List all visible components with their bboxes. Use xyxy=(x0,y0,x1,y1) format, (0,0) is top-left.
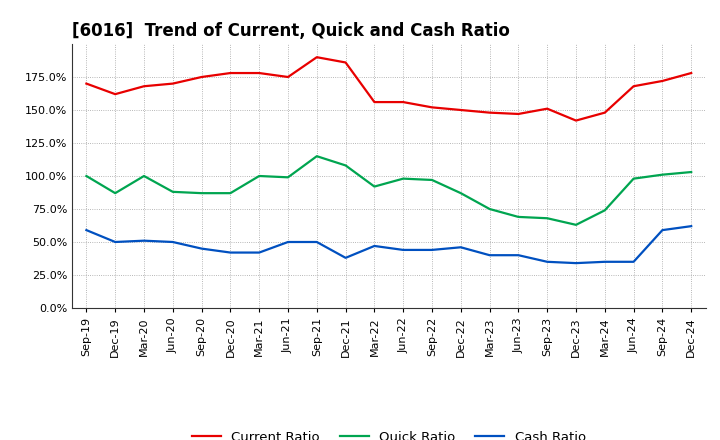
Current Ratio xyxy=(485,110,494,115)
Quick Ratio xyxy=(572,222,580,227)
Cash Ratio xyxy=(658,227,667,233)
Current Ratio xyxy=(140,84,148,89)
Current Ratio xyxy=(226,70,235,76)
Current Ratio xyxy=(82,81,91,86)
Cash Ratio xyxy=(197,246,206,251)
Current Ratio xyxy=(428,105,436,110)
Line: Quick Ratio: Quick Ratio xyxy=(86,156,691,225)
Cash Ratio xyxy=(572,260,580,266)
Current Ratio xyxy=(399,99,408,105)
Quick Ratio xyxy=(284,175,292,180)
Cash Ratio xyxy=(485,253,494,258)
Cash Ratio xyxy=(629,259,638,264)
Current Ratio xyxy=(658,78,667,84)
Quick Ratio xyxy=(255,173,264,179)
Current Ratio xyxy=(687,70,696,76)
Quick Ratio xyxy=(399,176,408,181)
Quick Ratio xyxy=(629,176,638,181)
Quick Ratio xyxy=(543,216,552,221)
Quick Ratio xyxy=(312,154,321,159)
Cash Ratio xyxy=(140,238,148,243)
Quick Ratio xyxy=(370,184,379,189)
Cash Ratio xyxy=(111,239,120,245)
Cash Ratio xyxy=(370,243,379,249)
Current Ratio xyxy=(168,81,177,86)
Quick Ratio xyxy=(456,191,465,196)
Quick Ratio xyxy=(600,208,609,213)
Cash Ratio xyxy=(600,259,609,264)
Quick Ratio xyxy=(687,169,696,175)
Current Ratio xyxy=(572,118,580,123)
Current Ratio xyxy=(284,74,292,80)
Cash Ratio xyxy=(687,224,696,229)
Current Ratio xyxy=(370,99,379,105)
Cash Ratio xyxy=(514,253,523,258)
Current Ratio xyxy=(197,74,206,80)
Cash Ratio xyxy=(428,247,436,253)
Quick Ratio xyxy=(197,191,206,196)
Cash Ratio xyxy=(255,250,264,255)
Cash Ratio xyxy=(543,259,552,264)
Current Ratio xyxy=(111,92,120,97)
Quick Ratio xyxy=(428,177,436,183)
Cash Ratio xyxy=(399,247,408,253)
Current Ratio xyxy=(312,55,321,60)
Cash Ratio xyxy=(456,245,465,250)
Current Ratio xyxy=(514,111,523,117)
Legend: Current Ratio, Quick Ratio, Cash Ratio: Current Ratio, Quick Ratio, Cash Ratio xyxy=(186,425,591,440)
Cash Ratio xyxy=(168,239,177,245)
Current Ratio xyxy=(629,84,638,89)
Text: [6016]  Trend of Current, Quick and Cash Ratio: [6016] Trend of Current, Quick and Cash … xyxy=(72,22,510,40)
Quick Ratio xyxy=(140,173,148,179)
Current Ratio xyxy=(456,107,465,113)
Current Ratio xyxy=(600,110,609,115)
Line: Current Ratio: Current Ratio xyxy=(86,57,691,121)
Cash Ratio xyxy=(312,239,321,245)
Quick Ratio xyxy=(82,173,91,179)
Cash Ratio xyxy=(82,227,91,233)
Cash Ratio xyxy=(226,250,235,255)
Quick Ratio xyxy=(111,191,120,196)
Quick Ratio xyxy=(514,214,523,220)
Current Ratio xyxy=(543,106,552,111)
Quick Ratio xyxy=(485,206,494,212)
Cash Ratio xyxy=(284,239,292,245)
Cash Ratio xyxy=(341,255,350,260)
Quick Ratio xyxy=(226,191,235,196)
Current Ratio xyxy=(341,60,350,65)
Quick Ratio xyxy=(658,172,667,177)
Line: Cash Ratio: Cash Ratio xyxy=(86,226,691,263)
Quick Ratio xyxy=(168,189,177,194)
Quick Ratio xyxy=(341,163,350,168)
Current Ratio xyxy=(255,70,264,76)
